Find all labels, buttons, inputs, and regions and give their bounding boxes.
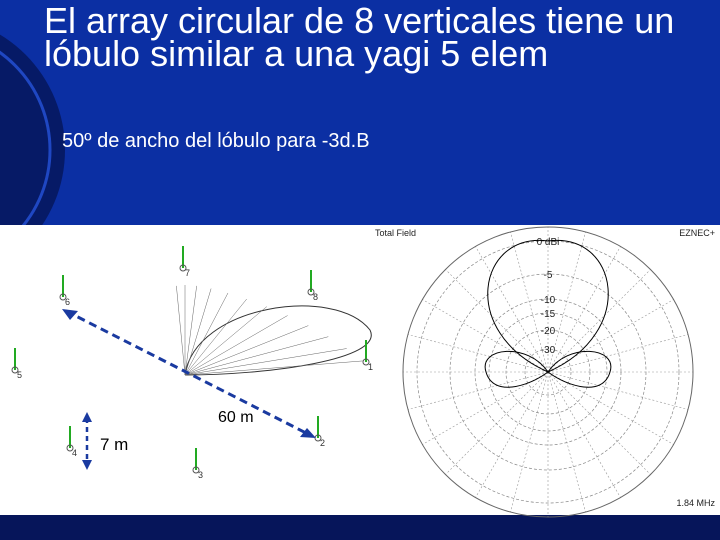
antenna-label: 7 (185, 268, 190, 278)
polar-spoke (445, 269, 549, 373)
title: El array circular de 8 verticales tiene … (44, 0, 675, 74)
spacing-label: 7 m (100, 435, 128, 454)
polar-spoke (475, 371, 549, 498)
lobe-line (184, 288, 212, 376)
pattern-side-lobes (484, 350, 612, 388)
figure-panel (0, 225, 720, 515)
polar-spoke (547, 371, 689, 410)
distance-label: 60 m (218, 409, 254, 426)
antenna-base (179, 264, 187, 272)
polar-spoke (510, 231, 549, 373)
polar-spoke (547, 334, 689, 373)
lobe-line (184, 285, 197, 376)
polar-ring (474, 298, 622, 446)
bottom-bar (0, 515, 720, 540)
antenna-label: 4 (72, 448, 77, 458)
polar-spoke (475, 246, 549, 373)
polar-ring (488, 312, 608, 432)
lobe-line (184, 336, 329, 376)
antenna-label: 5 (17, 370, 22, 380)
polar-ring (505, 329, 591, 415)
frequency: 1.84 MHz (676, 498, 715, 508)
polar-spoke (547, 246, 621, 373)
lobe-line (184, 292, 229, 376)
antenna-base (11, 366, 19, 374)
antenna-label: 8 (313, 292, 318, 302)
antenna-base (362, 358, 370, 366)
ring-label: -10 (541, 295, 556, 306)
figure: 0 dBi -5 -10 -15 -20 -30 Total Field EZNEC+ 1.84… (11, 226, 715, 518)
polar-spoke (547, 269, 651, 373)
polar-spoke (547, 231, 586, 373)
ring-label: -30 (541, 345, 556, 356)
plot-title: Total Field (375, 228, 416, 238)
polar-spoke (445, 371, 549, 475)
polar-spoke (407, 371, 549, 410)
lobe-line (184, 315, 288, 376)
antenna-label: 2 (320, 438, 325, 448)
polar-spoke (547, 371, 621, 498)
software: EZNEC+ (679, 228, 715, 238)
antenna-base (307, 288, 315, 296)
ring-label: 0 dBi (537, 237, 560, 248)
decor-circle (0, 34, 65, 266)
subtitle: 50º de ancho del lóbulo para -3d.B (62, 130, 370, 152)
antenna-label: 3 (198, 470, 203, 480)
antenna-base (66, 444, 74, 452)
lobe-line (184, 306, 267, 376)
polar-outer (402, 226, 694, 518)
lobe-line (184, 348, 347, 376)
lobe-line (184, 298, 247, 376)
polar-ring (524, 348, 572, 396)
antenna-base (59, 293, 67, 301)
pattern-main-lobe (487, 240, 609, 373)
antenna-label: 1 (368, 362, 373, 372)
polar-ring (449, 273, 647, 471)
antenna-base (192, 466, 200, 474)
polar-spoke (510, 371, 549, 513)
polar-spoke (547, 371, 586, 513)
lobe-line (184, 360, 363, 376)
antenna-label: 6 (65, 297, 70, 307)
ring-label: -5 (544, 270, 553, 281)
polar-spoke (407, 334, 549, 373)
lobe-line (176, 285, 186, 376)
distance-arrow (65, 309, 313, 438)
ring-label: -15 (541, 309, 556, 320)
antenna-base (314, 434, 322, 442)
array-lobe (184, 305, 372, 376)
ring-label: -20 (541, 326, 556, 337)
lobe-line (184, 325, 309, 376)
decor-ring (0, 50, 52, 250)
polar-spoke (547, 371, 651, 475)
